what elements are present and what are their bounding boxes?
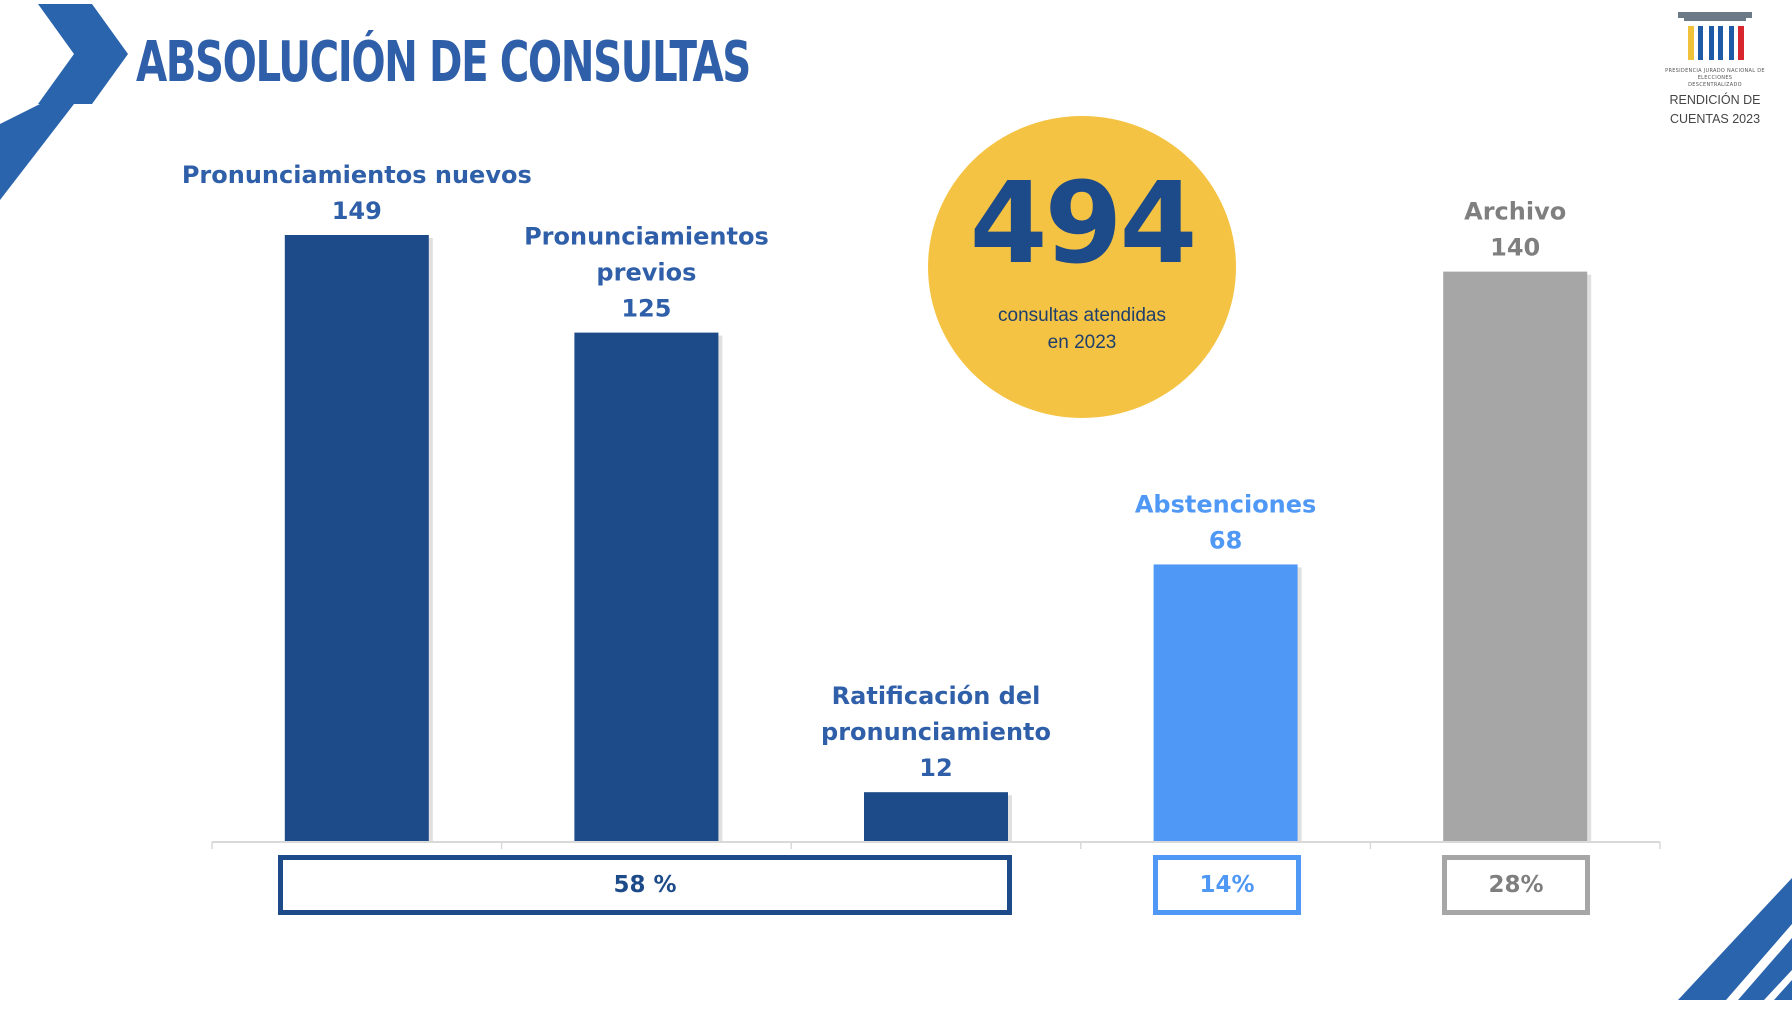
- institution-logo: PRESIDENCIA JURADO NACIONAL DE ELECCIONE…: [1648, 12, 1782, 134]
- bar-4: [1443, 271, 1588, 842]
- total-consultas-number: 494: [969, 159, 1198, 289]
- bar-value-label: 149: [332, 197, 382, 225]
- corner-chevron-decoration: [0, 4, 128, 200]
- total-caption: consultas atendidas en 2023: [928, 302, 1236, 356]
- bar-3: [1153, 564, 1298, 841]
- bar-category-label: Abstenciones: [1135, 490, 1316, 518]
- total-caption-line-2: en 2023: [1047, 332, 1117, 353]
- percentage-box-archivo: 28%: [1442, 855, 1590, 915]
- bar-category-label: Pronunciamientos: [524, 223, 769, 251]
- total-caption-line-1: consultas atendidas: [998, 305, 1166, 326]
- bar-value-label: 140: [1490, 234, 1540, 262]
- percentage-box-abstenciones: 14%: [1153, 855, 1301, 915]
- bar-0: [284, 235, 429, 841]
- page-title: ABSOLUCIÓN DE CONSULTAS: [136, 30, 751, 95]
- logo-caption-line-1: RENDICIÓN DE: [1669, 93, 1761, 107]
- logo-tagline-2: DESCENTRALIZADO: [1688, 82, 1742, 88]
- total-highlight-circle: 494 consultas atendidas en 2023: [928, 116, 1236, 418]
- logo-caption-line-2: CUENTAS 2023: [1669, 112, 1761, 126]
- bar-category-label: pronunciamiento: [821, 718, 1051, 746]
- bar-value-label: 12: [919, 754, 952, 782]
- bar-category-label: previos: [596, 259, 696, 287]
- logo-tagline: PRESIDENCIA JURADO NACIONAL DE ELECCIONE…: [1665, 68, 1765, 81]
- bar-category-label: Archivo: [1464, 198, 1566, 226]
- bar-2: [864, 792, 1008, 841]
- bar-value-label: 68: [1209, 526, 1242, 554]
- bar-category-label: Pronunciamientos nuevos: [182, 161, 532, 189]
- bar-category-label: Ratificación del: [832, 682, 1041, 710]
- corner-stripes-decoration: [1678, 878, 1792, 1000]
- columns-logo-icon: [1678, 12, 1752, 60]
- bar-1: [574, 332, 719, 841]
- percentage-box-pronunciamientos: 58 %: [278, 855, 1012, 915]
- bar-value-label: 125: [621, 295, 671, 323]
